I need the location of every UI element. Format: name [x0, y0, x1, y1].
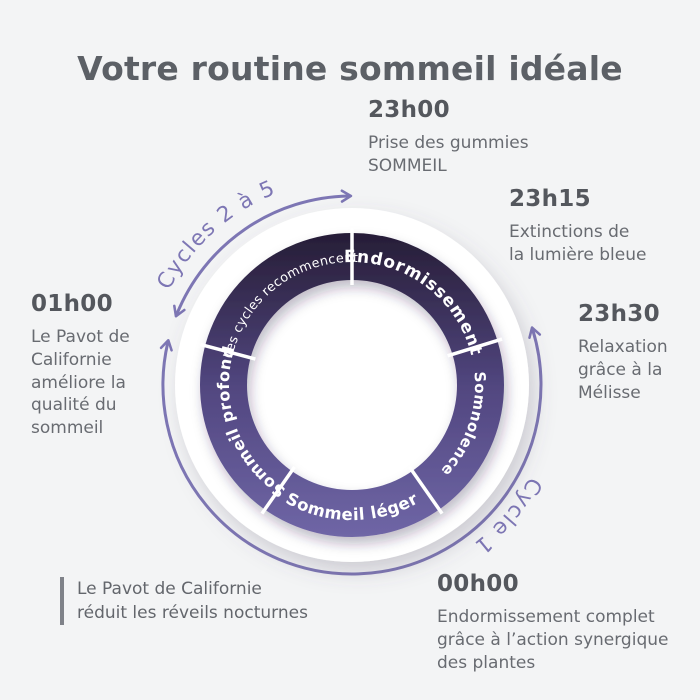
- segment-dividers: [199, 228, 503, 515]
- divider-somnolence-leger: [407, 465, 444, 515]
- divider-leger-profond: [260, 465, 297, 515]
- page-title: Votre routine sommeil idéale: [77, 49, 623, 89]
- pavot-note-text: Le Pavot de Californie réduit les réveil…: [77, 579, 308, 624]
- step-23h00-time: 23h00: [368, 97, 450, 123]
- step-23h30-text: Relaxation grâce à la Mélisse: [578, 337, 668, 403]
- step-01h00: 01h00 Le Pavot de Californie améliore la…: [31, 291, 130, 440]
- step-00h00-text: Endormissement complet grâce à l’action …: [437, 607, 669, 673]
- step-00h00: 00h00 Endormissement complet grâce à l’a…: [437, 571, 668, 674]
- divider-endormissement-somnolence: [447, 337, 503, 358]
- pavot-note: Le Pavot de Californie réduit les réveil…: [60, 577, 308, 626]
- step-00h00-time: 00h00: [437, 571, 519, 597]
- cycle-1-arrow-arc: [159, 326, 543, 576]
- step-01h00-time: 01h00: [31, 291, 113, 317]
- step-01h00-text: Le Pavot de Californie améliore la quali…: [31, 327, 130, 439]
- step-23h15-text: Extinctions de la lumière bleue: [509, 222, 647, 265]
- step-23h15: 23h15 Extinctions de la lumière bleue: [509, 186, 646, 267]
- step-23h30-time: 23h30: [578, 301, 660, 327]
- cycles-2-5-arrow-arc: [173, 189, 353, 318]
- step-23h30: 23h30 Relaxation grâce à la Mélisse: [578, 301, 668, 404]
- divider-profond-recommencent: [199, 342, 256, 361]
- step-23h00-text: Prise des gummies SOMMEIL: [368, 133, 529, 176]
- step-23h15-time: 23h15: [509, 186, 591, 212]
- step-23h00: 23h00 Prise des gummies SOMMEIL: [368, 97, 529, 178]
